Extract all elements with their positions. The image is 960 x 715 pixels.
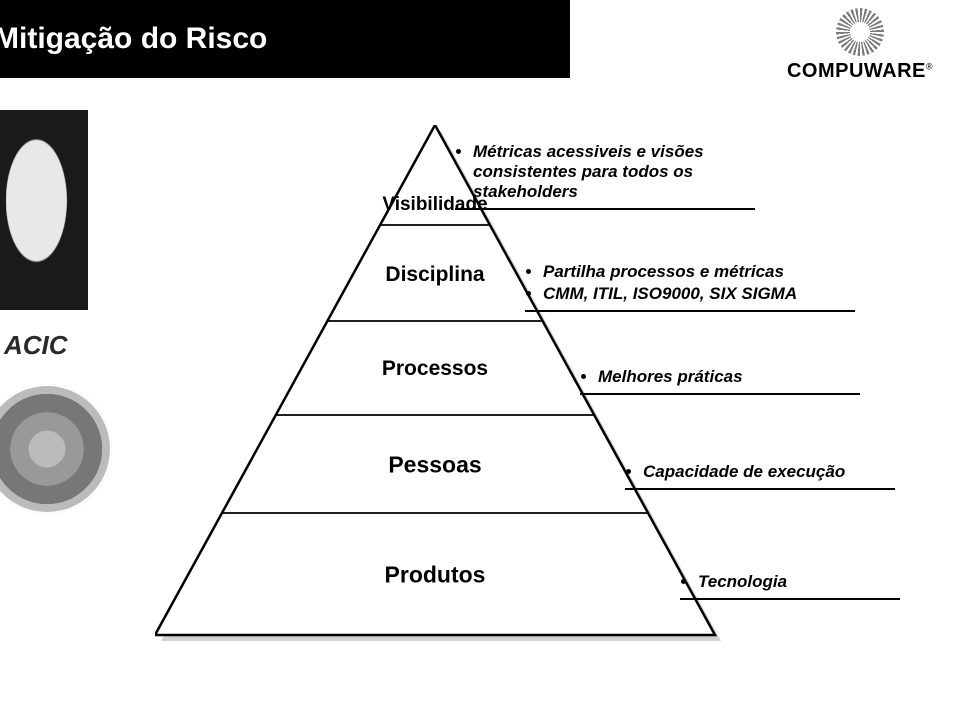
annotation-bullet: Partilha processos e métricas: [543, 262, 855, 282]
title-bar: Mitigação do Risco: [0, 0, 570, 78]
pyramid-level-produtos: Produtos: [385, 562, 486, 589]
annotation-bullet: CMM, ITIL, ISO9000, SIX SIGMA: [543, 284, 855, 304]
annotation-list: Partilha processos e métricasCMM, ITIL, …: [525, 262, 855, 304]
compuware-sun-icon: [836, 8, 884, 56]
annotation-underline: [580, 393, 860, 395]
annotation-underline: [625, 488, 895, 490]
registered-mark: ®: [926, 61, 933, 71]
annotation-underline: [525, 310, 855, 312]
pyramid-level-disciplina: Disciplina: [385, 263, 484, 287]
annotation-list: Métricas acessiveis e visões consistente…: [455, 142, 755, 202]
compuware-wordmark: COMPUWARE®: [780, 60, 940, 83]
annotation-underline: [680, 598, 900, 600]
annotation-produtos: Tecnologia: [680, 570, 900, 600]
annotation-list: Melhores práticas: [580, 367, 860, 387]
compuware-logo: COMPUWARE®: [780, 8, 940, 83]
annotation-processos: Melhores práticas: [580, 365, 860, 395]
compuware-wordmark-text: COMPUWARE: [787, 60, 926, 82]
acic-logo: ACIC: [0, 320, 88, 378]
slide-stage: Mitigação do Risco COMPUWARE® ACIC Visib…: [0, 0, 960, 715]
annotation-bullet: Capacidade de execução: [643, 462, 895, 482]
annotation-list: Capacidade de execução: [625, 462, 895, 482]
annotation-visibilidade: Métricas acessiveis e visões consistente…: [455, 140, 755, 210]
annotation-underline: [455, 208, 755, 210]
slide-title: Mitigação do Risco: [0, 22, 267, 56]
acic-logo-text: ACIC: [4, 330, 68, 361]
coimbra-banner-image: [0, 110, 88, 310]
annotation-bullet: Melhores práticas: [598, 367, 860, 387]
annotation-bullet: Tecnologia: [698, 572, 900, 592]
pyramid-level-processos: Processos: [382, 357, 488, 381]
tim-footer-logo: [0, 653, 160, 709]
annotation-list: Tecnologia: [680, 572, 900, 592]
annotation-pessoas: Capacidade de execução: [625, 460, 895, 490]
globe-image: [0, 384, 112, 514]
annotation-disciplina: Partilha processos e métricasCMM, ITIL, …: [525, 260, 855, 312]
annotation-bullet: Métricas acessiveis e visões consistente…: [473, 142, 755, 202]
pyramid-level-pessoas: Pessoas: [388, 452, 481, 479]
